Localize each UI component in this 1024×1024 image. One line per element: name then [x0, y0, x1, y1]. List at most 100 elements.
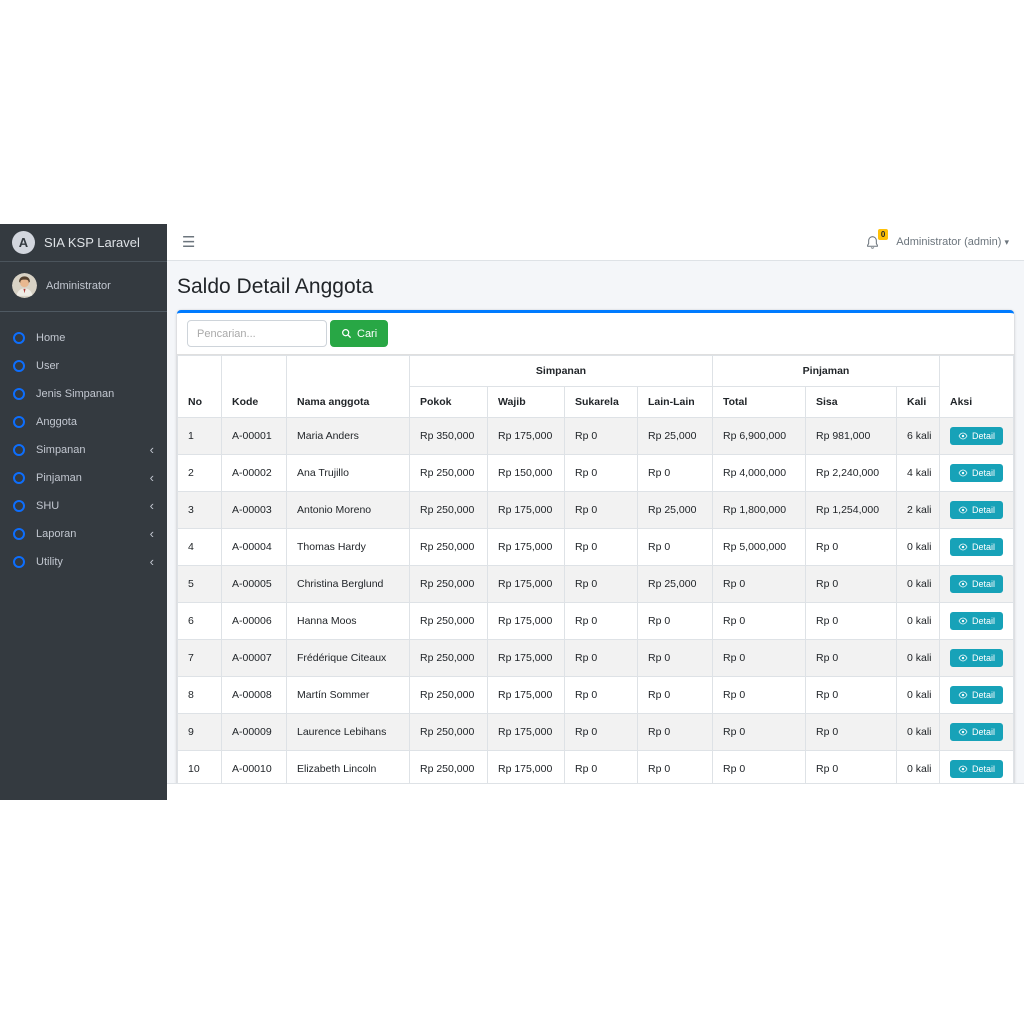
detail-button-label: Detail: [972, 690, 996, 700]
cell-kali: 0 kali: [896, 565, 940, 603]
cell-sukarela: Rp 0: [564, 528, 638, 566]
data-card: Cari No Kode: [177, 310, 1014, 788]
cell-sisa: Rp 2,240,000: [805, 454, 897, 492]
col-header-nama: Nama anggota: [286, 355, 410, 418]
eye-icon: [958, 617, 968, 625]
cell-kali: 6 kali: [896, 417, 940, 455]
hamburger-menu-icon[interactable]: ☰: [182, 233, 196, 251]
detail-button[interactable]: Detail: [950, 464, 1004, 482]
cell-sisa: Rp 0: [805, 602, 897, 640]
user-dropdown[interactable]: Administrator (admin) ▾: [896, 236, 1009, 248]
cell-nama: Maria Anders: [286, 417, 410, 455]
sidebar-item-jenis-simpanan[interactable]: Jenis Simpanan: [0, 380, 167, 408]
chevron-left-icon: ‹: [149, 442, 154, 457]
table-row: 3 A-00003 Antonio Moreno Rp 250,000 Rp 175,0…: [177, 491, 1014, 529]
circle-icon: [13, 388, 25, 400]
sidebar-item-laporan[interactable]: Laporan ‹: [0, 520, 167, 548]
eye-icon: [958, 469, 968, 477]
table-row: 1 A-00001 Maria Anders Rp 350,000 Rp 175,000…: [177, 417, 1014, 455]
sidebar-item-label: SHU: [36, 500, 60, 512]
sidebar-item-label: Pinjaman: [36, 472, 82, 484]
navbar-right: 0 Administrator (admin) ▾: [865, 228, 1009, 250]
sidebar-item-label: User: [36, 360, 60, 372]
sidebar-item-anggota[interactable]: Anggota: [0, 408, 167, 436]
sidebar-nav: Home User Jenis Simpanan Anggota Simpanan ‹ Pi…: [0, 312, 167, 588]
content-area: Saldo Detail Anggota Cari: [167, 261, 1024, 788]
eye-icon: [958, 543, 968, 551]
detail-button[interactable]: Detail: [950, 723, 1004, 741]
detail-button[interactable]: Detail: [950, 501, 1004, 519]
eye-icon: [958, 654, 968, 662]
detail-button-label: Detail: [972, 505, 996, 515]
cell-lain-lain: Rp 25,000: [637, 491, 713, 529]
cell-kode: A-00007: [221, 639, 287, 677]
chevron-left-icon: ‹: [149, 470, 154, 485]
main-area: ☰ 0 Administrator (admin) ▾ Saldo Detail: [167, 224, 1024, 800]
detail-button[interactable]: Detail: [950, 760, 1004, 778]
cell-wajib: Rp 175,000: [487, 602, 565, 640]
detail-button[interactable]: Detail: [950, 649, 1004, 667]
cell-sukarela: Rp 0: [564, 454, 638, 492]
cell-sisa: Rp 0: [805, 639, 897, 677]
cell-pokok: Rp 250,000: [409, 454, 488, 492]
detail-button[interactable]: Detail: [950, 686, 1004, 704]
sidebar-item-utility[interactable]: Utility ‹: [0, 548, 167, 576]
top-navbar: ☰ 0 Administrator (admin) ▾: [167, 224, 1024, 261]
cell-sukarela: Rp 0: [564, 491, 638, 529]
detail-button[interactable]: Detail: [950, 612, 1004, 630]
col-header-kode: Kode: [221, 355, 287, 418]
cell-no: 2: [177, 454, 222, 492]
table-row: 4 A-00004 Thomas Hardy Rp 250,000 Rp 175,000…: [177, 528, 1014, 566]
sidebar-item-label: Laporan: [36, 528, 77, 540]
sidebar-user-panel[interactable]: Administrator: [0, 262, 167, 312]
cell-aksi: Detail: [939, 713, 1014, 751]
cell-wajib: Rp 175,000: [487, 491, 565, 529]
cell-aksi: Detail: [939, 528, 1014, 566]
sidebar-item-label: Anggota: [36, 416, 77, 428]
circle-icon: [13, 472, 25, 484]
sidebar-item-user[interactable]: User: [0, 352, 167, 380]
cell-kode: A-00003: [221, 491, 287, 529]
eye-icon: [958, 580, 968, 588]
cell-sukarela: Rp 0: [564, 713, 638, 751]
cell-wajib: Rp 175,000: [487, 639, 565, 677]
cell-aksi: Detail: [939, 491, 1014, 529]
detail-button[interactable]: Detail: [950, 538, 1004, 556]
detail-button[interactable]: Detail: [950, 427, 1004, 445]
cell-aksi: Detail: [939, 750, 1014, 788]
sidebar-item-label: Simpanan: [36, 444, 86, 456]
cell-wajib: Rp 175,000: [487, 528, 565, 566]
cell-aksi: Detail: [939, 454, 1014, 492]
table-row: 5 A-00005 Christina Berglund Rp 250,000 Rp 1…: [177, 565, 1014, 603]
search-input[interactable]: [187, 320, 327, 347]
sidebar-item-shu[interactable]: SHU ‹: [0, 492, 167, 520]
cell-nama: Elizabeth Lincoln: [286, 750, 410, 788]
sidebar-item-home[interactable]: Home: [0, 324, 167, 352]
cell-sukarela: Rp 0: [564, 602, 638, 640]
cell-nama: Antonio Moreno: [286, 491, 410, 529]
notifications-bell-icon[interactable]: 0: [865, 228, 889, 250]
cell-lain-lain: Rp 0: [637, 528, 713, 566]
circle-icon: [13, 556, 25, 568]
cell-aksi: Detail: [939, 676, 1014, 714]
cell-lain-lain: Rp 0: [637, 639, 713, 677]
brand[interactable]: A SIA KSP Laravel: [0, 224, 167, 262]
cell-wajib: Rp 150,000: [487, 454, 565, 492]
sidebar-item-simpanan[interactable]: Simpanan ‹: [0, 436, 167, 464]
search-button-label: Cari: [357, 327, 378, 340]
detail-button[interactable]: Detail: [950, 575, 1004, 593]
cell-aksi: Detail: [939, 417, 1014, 455]
content-header: Saldo Detail Anggota: [167, 261, 1024, 310]
cell-total: Rp 0: [712, 565, 806, 603]
cell-no: 10: [177, 750, 222, 788]
sidebar-item-pinjaman[interactable]: Pinjaman ‹: [0, 464, 167, 492]
cell-lain-lain: Rp 25,000: [637, 565, 713, 603]
table-head: No Kode Nama anggota Simpanan Pinjaman A…: [177, 355, 1014, 418]
table-row: 9 A-00009 Laurence Lebihans Rp 250,000 Rp 17…: [177, 713, 1014, 751]
cell-kali: 0 kali: [896, 750, 940, 788]
cell-total: Rp 0: [712, 713, 806, 751]
cell-pokok: Rp 250,000: [409, 639, 488, 677]
cell-kode: A-00002: [221, 454, 287, 492]
col-header-total: Total: [712, 386, 806, 418]
search-button[interactable]: Cari: [330, 320, 389, 347]
